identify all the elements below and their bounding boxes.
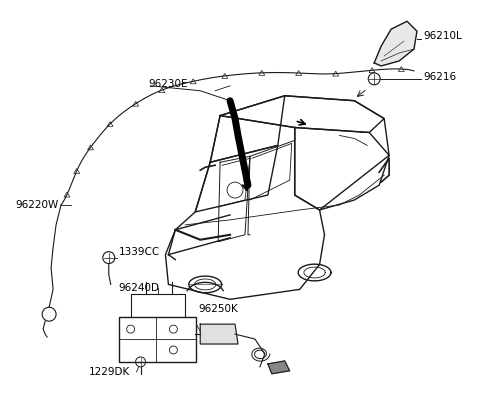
Text: 96230E: 96230E — [148, 79, 188, 89]
Text: 96240D: 96240D — [119, 283, 160, 293]
Text: 1339CC: 1339CC — [119, 247, 160, 257]
Bar — [119, 317, 196, 362]
Polygon shape — [200, 324, 238, 344]
Polygon shape — [268, 361, 290, 374]
Text: 1229DK: 1229DK — [89, 367, 130, 377]
Polygon shape — [374, 21, 417, 66]
Text: 96216: 96216 — [423, 72, 456, 82]
Text: 96250K: 96250K — [198, 304, 238, 314]
Text: 96210L: 96210L — [423, 31, 462, 41]
Text: 96220W: 96220W — [15, 200, 59, 210]
